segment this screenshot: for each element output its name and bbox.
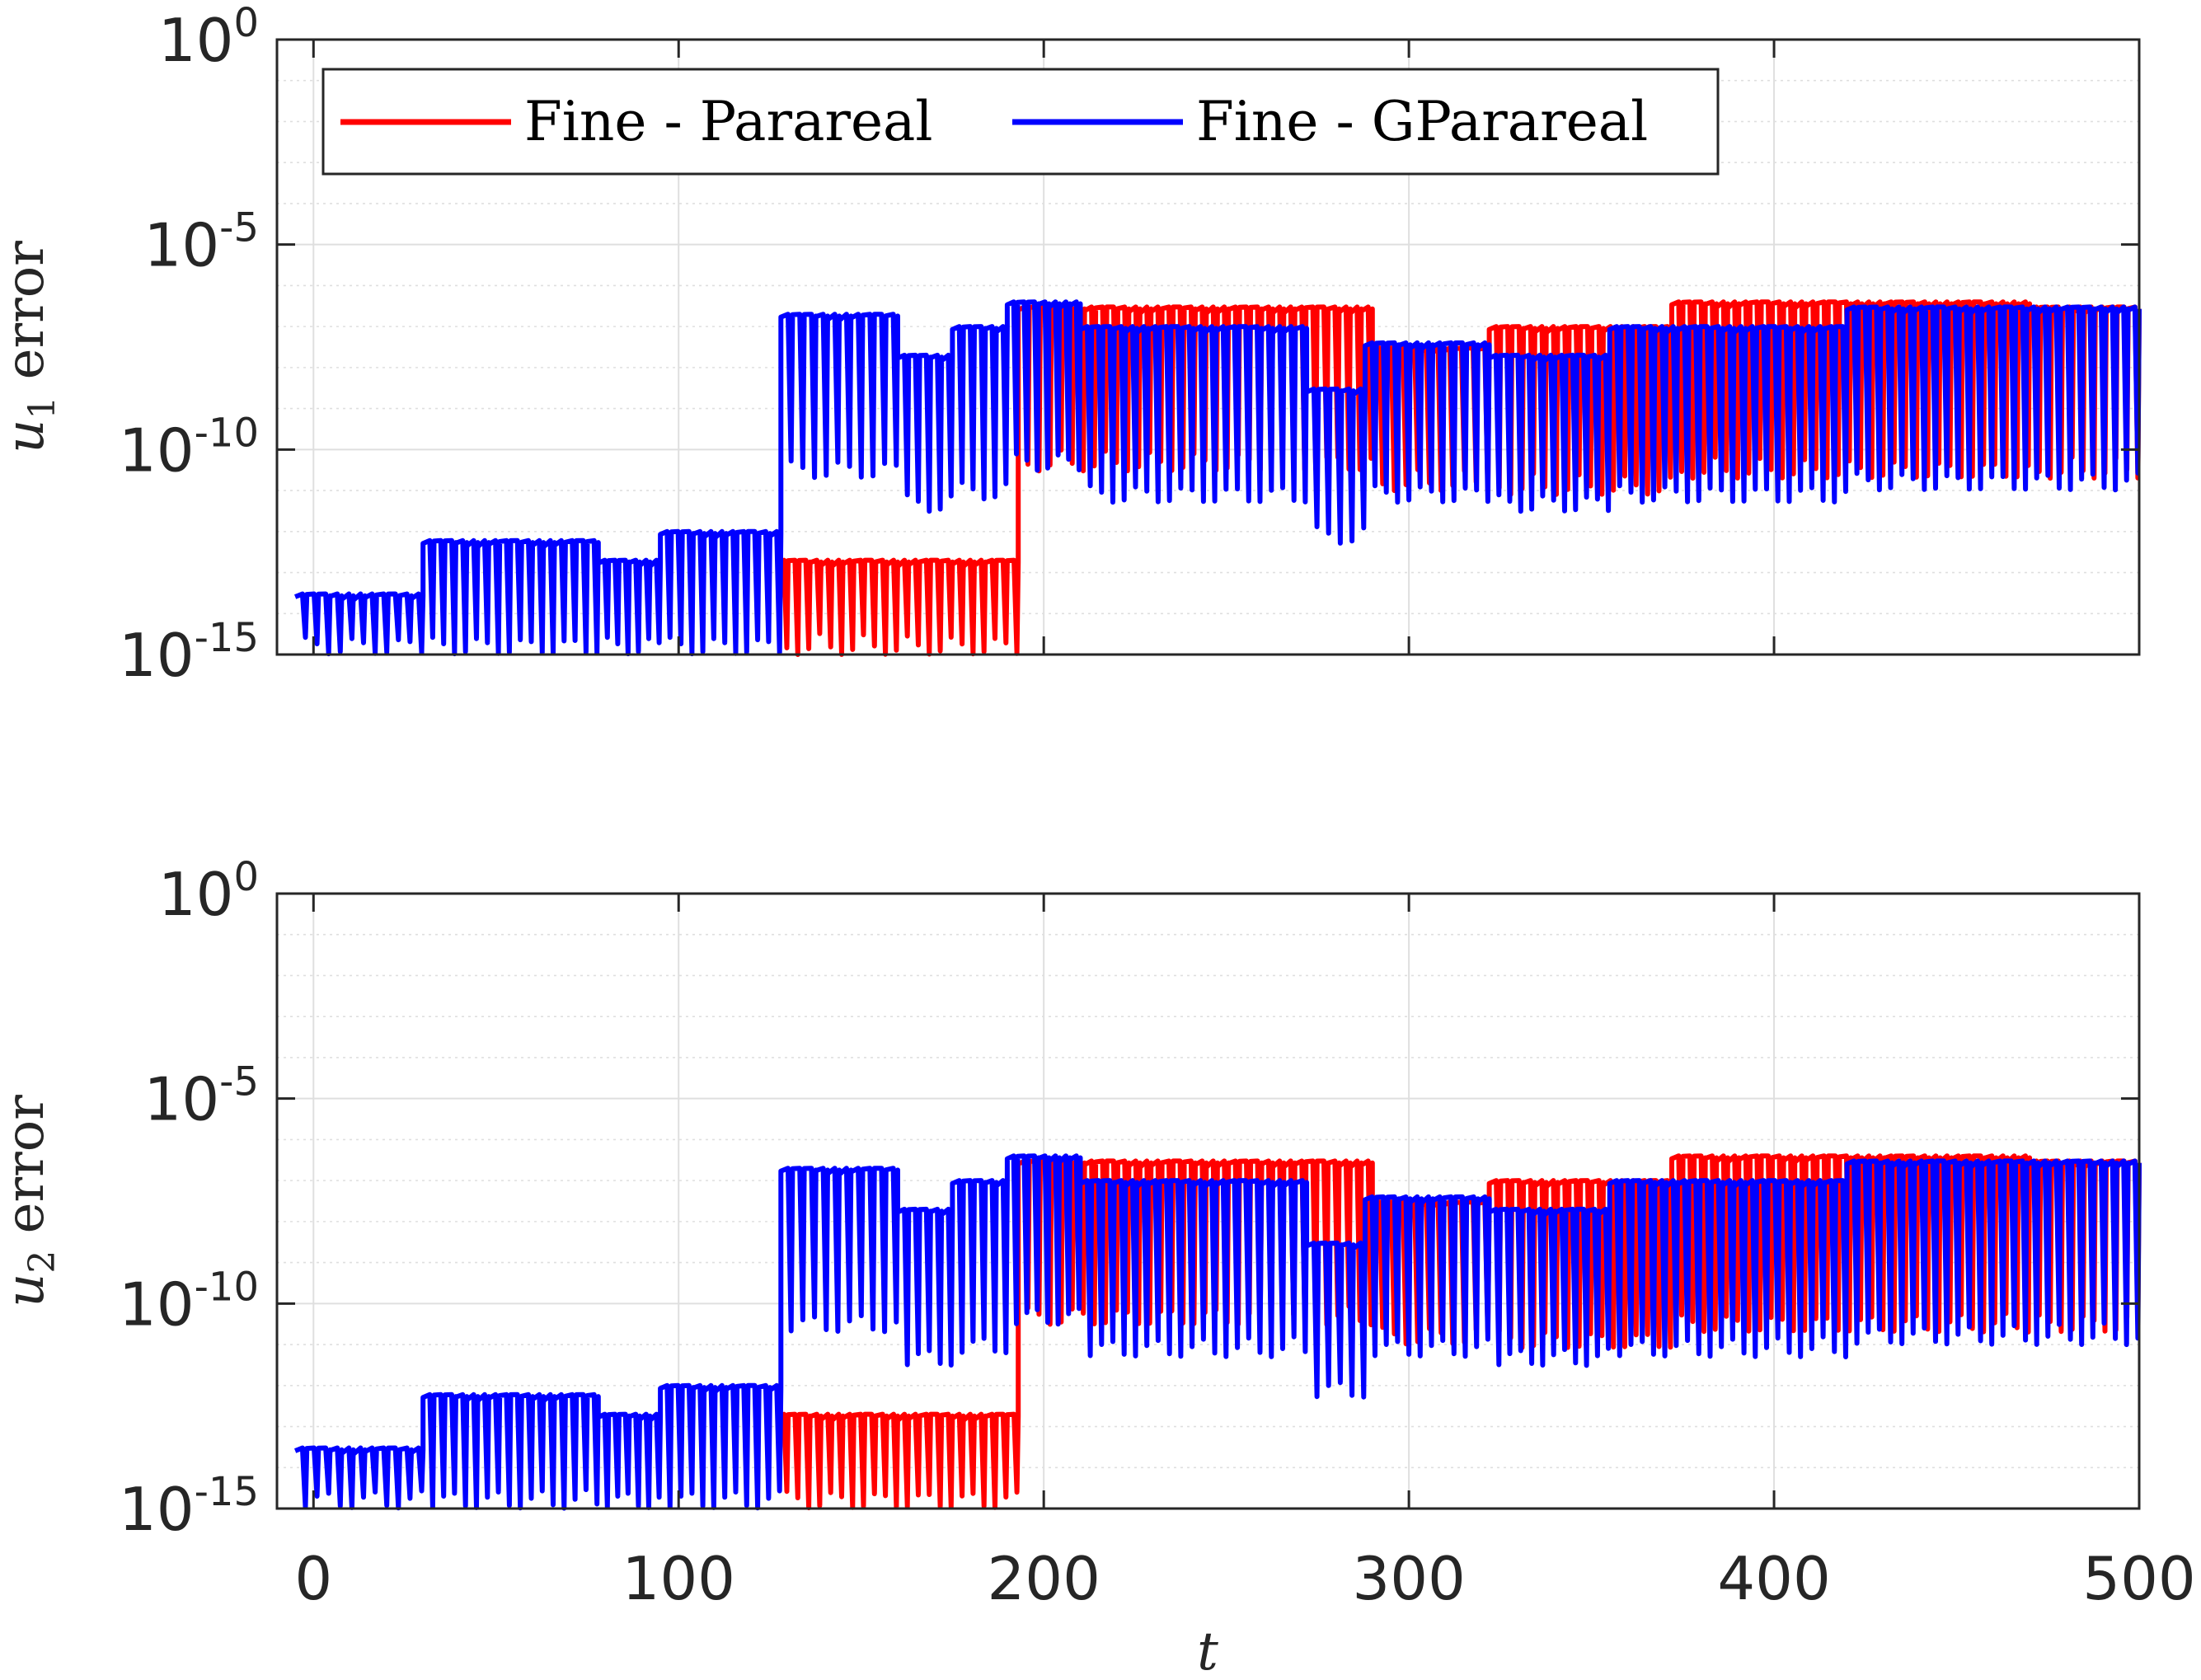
ticks-u2 [277,892,2141,1510]
x-tick-label-4: 400 [1717,1544,1830,1613]
y-tick-exponent: -5 [219,1059,259,1105]
y-tick-label-u1-3: 10-15 [119,615,259,690]
x-tick-label-0: 0 [294,1544,332,1613]
axes-box-u1 [275,38,2141,656]
y-tick-base: 10 [119,415,195,485]
y-label-word-u1: error [0,241,56,397]
legend: Fine - Parareal Fine - GParareal [321,68,1720,176]
y-axis-label-u1: u1 error [0,241,63,453]
y-tick-exponent: -5 [219,205,259,251]
y-tick-base: 10 [119,1269,195,1339]
x-tick-label-5: 500 [2082,1544,2195,1613]
x-tick-label-3: 300 [1352,1544,1465,1613]
y-tick-exponent: -15 [195,615,259,661]
y-tick-base: 10 [119,621,195,690]
series-line-u2-gparareal [293,1153,2142,1511]
y-axis-label-u2: u2 error [0,1095,63,1307]
x-tick-label-1: 100 [622,1544,735,1613]
y-tick-exponent: 0 [233,854,259,900]
y-label-sub-u2: 2 [21,1251,63,1274]
y-tick-label-u2-3: 10-15 [119,1469,259,1544]
y-tick-base: 10 [158,860,234,929]
ticks-u1 [277,38,2141,656]
y-tick-exponent: -10 [195,1264,259,1310]
y-tick-label-u1-0: 100 [158,0,259,75]
y-tick-base: 10 [119,1475,195,1544]
y-tick-label-u2-1: 10-5 [144,1059,259,1134]
y-tick-label-u1-2: 10-10 [119,410,259,485]
y-tick-base: 10 [144,1065,220,1134]
x-axis-label: t [1197,1621,1218,1680]
y-tick-base: 10 [158,6,234,75]
series-group-u1 [293,299,2142,657]
y-tick-label-u1-1: 10-5 [144,205,259,280]
x-tick-label-2: 200 [987,1544,1100,1613]
series-group-u2 [293,1153,2142,1511]
x-tick-labels: 0 100 200 300 400 500 [294,1544,2195,1613]
legend-label-gparareal: Fine - GParareal [1196,90,1648,153]
y-label-var-u2: u [0,1274,56,1307]
y-label-word-u2: error [0,1095,56,1251]
y-tick-label-u2-0: 100 [158,854,259,929]
y-label-var-u1: u [0,420,56,453]
y-tick-label-u2-2: 10-10 [119,1264,259,1339]
y-tick-exponent: -15 [195,1469,259,1515]
y-tick-exponent: 0 [233,0,259,46]
y-tick-base: 10 [144,211,220,280]
axes-box-u2 [275,892,2141,1510]
series-line-u1-gparareal [293,299,2142,657]
y-label-sub-u1: 1 [21,397,63,420]
legend-label-parareal: Fine - Parareal [524,90,932,153]
y-tick-exponent: -10 [195,410,259,456]
